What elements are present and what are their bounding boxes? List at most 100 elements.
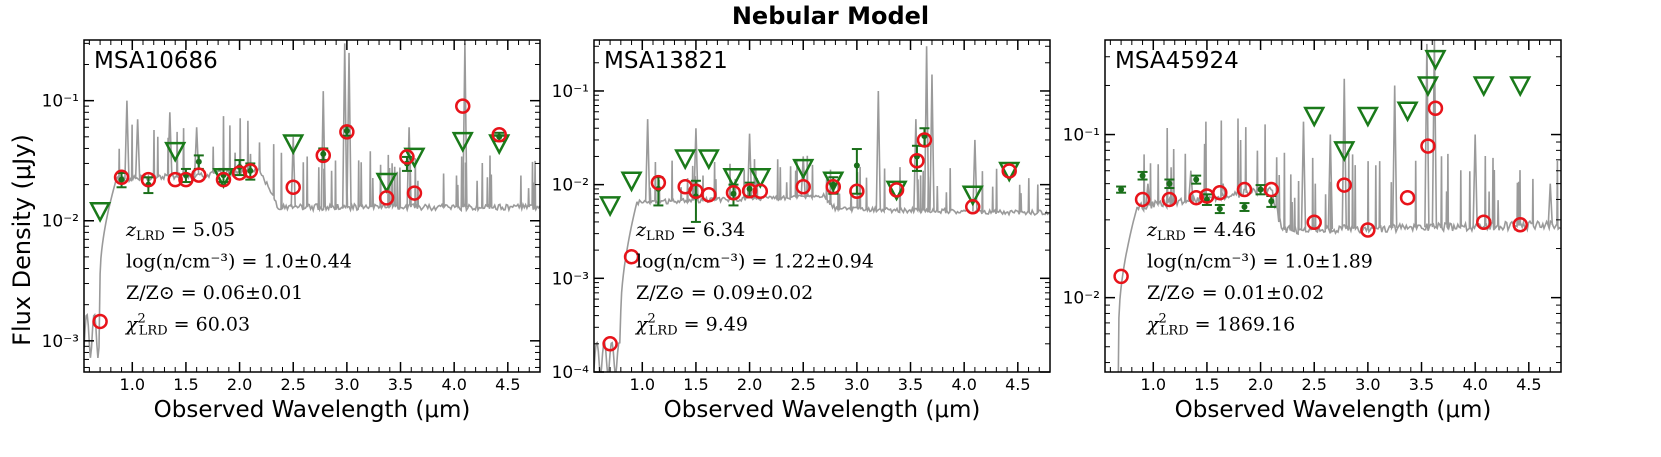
emission-line-5 [1341,78,1348,229]
emission-line-4 [290,136,297,208]
model-phot-marker-3 [1188,189,1204,206]
emission-line-0 [644,119,651,202]
detection-point-5 [851,148,862,195]
x-tick-label: 3.0 [844,375,869,394]
detection-point-7 [1255,184,1266,196]
annotation-0: zLRD = 6.34 [635,219,745,244]
model-phot-marker-0 [602,336,618,352]
model-phot-marker-11 [1399,189,1416,206]
model-phot-marker-5 [701,187,717,203]
detection-dot [746,185,753,192]
model-sed-line [84,116,540,358]
emission-line-3 [800,156,807,198]
emission-line-6 [923,46,930,211]
model-phot-marker-15 [454,98,471,114]
panel-frame [1104,39,1562,373]
model-phot-marker-5 [191,167,207,183]
emission-line-6 [341,43,348,208]
panel-msa13821: 1.0 1.5 2.0 2.5 3.0 3.5 4.0 4.5 10⁻⁴ 10⁻³ 10⁻² 10⁻¹… [552,39,1051,423]
annotation-3: χ2 LRD = 1869.16 [1145,312,1295,339]
upper-limit-marker-5 [749,167,772,189]
detection-point-2 [728,183,739,207]
emission-line-8 [406,127,412,208]
model-phot-marker-11 [849,183,865,200]
y-tick-label: 10⁻³ [42,332,79,352]
model-phot-marker-11 [339,124,355,140]
upper-limit-marker-1 [1333,141,1356,163]
panel-msa45924: 1.0 1.5 2.0 2.5 3.0 3.5 4.0 4.5 10⁻² 10⁻¹ MSA45924… [1063,39,1562,423]
model-phot-marker-7 [231,165,248,181]
detection-dot [853,162,860,169]
x-tick-label: 2.0 [1248,375,1273,394]
x-tick-label: 1.0 [120,375,145,394]
upper-limit-marker-3 [697,149,720,171]
x-tick-label: 4.0 [951,375,976,394]
annotation-1: log(n/cm⁻³) = 1.0±0.44 [126,251,352,273]
panel-frame [593,39,1051,373]
model-phot-marker-14 [916,132,933,148]
upper-limit-marker-8 [885,180,908,202]
panel-name: MSA13821 [604,48,728,74]
detection-dot [830,181,837,188]
detection-point-1 [690,179,701,223]
model-phot-marker-10 [825,178,842,195]
emission-line-7 [1424,43,1430,228]
detection-dot [118,176,125,183]
x-tick-label: 1.0 [630,375,655,394]
x-tick-label: 1.5 [173,375,198,394]
model-phot-marker-12 [1420,138,1436,154]
model-phot-marker-16 [1001,163,1017,179]
emission-line-10 [1547,183,1554,225]
model-phot-marker-8 [242,163,259,179]
emission-line-3 [1300,121,1307,230]
x-tick-label: 1.0 [1141,375,1166,394]
annotation-2: Z/Z⊙ = 0.06±0.01 [126,282,303,304]
upper-limit-marker-7 [1509,76,1532,98]
detection-dot [1257,186,1264,193]
upper-limit-marker-5 [1424,49,1447,71]
annotation-1: log(n/cm⁻³) = 1.0±1.89 [1147,251,1373,273]
x-tick-label: 2.5 [280,375,305,394]
emission-line-7 [346,52,352,208]
model-phot-marker-0 [1113,268,1129,285]
x-tick-label: 2.5 [790,375,815,394]
model-phot-marker-14 [1475,214,1492,230]
emission-line-4 [1327,134,1334,230]
annotation-2: Z/Z⊙ = 0.09±0.02 [636,282,813,304]
detection-dot [1268,198,1275,205]
x-tick-label: 3.5 [898,375,923,394]
model-phot-marker-9 [285,179,301,196]
upper-limit-marker-9 [961,185,984,207]
x-tick-label: 1.5 [1194,375,1219,394]
x-tick-label: 2.0 [737,375,762,394]
model-phot-marker-16 [491,127,507,143]
x-tick-label: 4.0 [1462,375,1487,394]
model-phot-marker-15 [964,199,981,215]
emission-line-2 [1220,183,1226,196]
model-phot-marker-1 [623,248,640,265]
detection-point-2 [1164,178,1175,190]
detection-dot [247,167,254,174]
upper-limit-marker-3 [282,134,305,156]
y-tick-label: 10⁻⁴ [552,363,590,383]
x-tick-label: 4.5 [495,375,520,394]
annotation-3: χ2 LRD = 9.49 [634,312,748,339]
upper-limit-marker-1 [164,141,187,163]
x-tick-label: 2.5 [1301,375,1326,394]
emission-line-1 [1188,170,1194,201]
upper-limit-marker-10 [998,161,1021,183]
model-phot-marker-2 [140,171,157,188]
emission-line-0 [124,100,130,179]
model-phot-marker-12 [378,190,395,206]
model-phot-marker-4 [178,171,194,188]
y-tick-label: 10⁻¹ [1063,126,1100,146]
upper-limit-marker-4 [1416,76,1440,98]
y-tick-label: 10⁻² [42,212,79,232]
emission-line-9 [1472,134,1478,227]
model-phot-marker-0 [92,313,108,330]
y-tick-label: 10⁻¹ [42,92,79,112]
model-phot-marker-1 [113,169,130,186]
upper-limit-marker-2 [1356,106,1379,128]
detection-point-1 [1137,170,1148,181]
